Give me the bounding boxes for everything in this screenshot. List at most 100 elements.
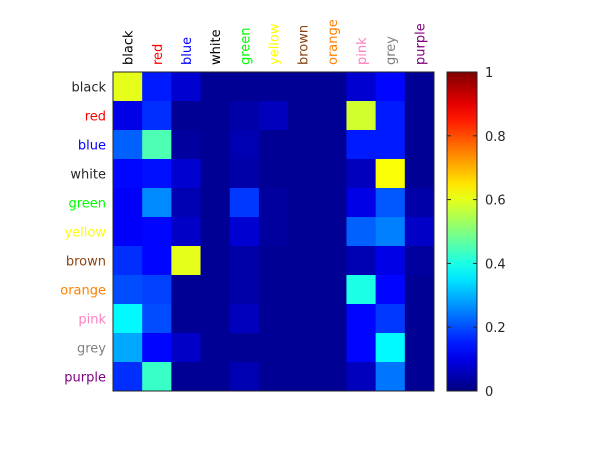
heatmap-cell-red-green: [229, 101, 260, 131]
heatmap-cell-black-blue: [171, 72, 202, 102]
heatmap-cell-orange-grey: [375, 275, 406, 305]
heatmap-cell-orange-white: [200, 275, 231, 305]
heatmap-cell-orange-blue: [171, 275, 202, 305]
heatmap-cell-brown-purple: [404, 246, 435, 276]
heatmap-cell-green-white: [200, 188, 231, 218]
heatmap-cell-yellow-green: [229, 217, 260, 247]
heatmap-cell-black-white: [200, 72, 231, 102]
heatmap-cell-grey-blue: [171, 333, 202, 363]
heatmap-cell-purple-green: [229, 362, 260, 392]
x-tick-label-black: black: [122, 30, 137, 65]
heatmap-cell-brown-yellow: [258, 246, 289, 276]
heatmap-cell-pink-white: [200, 304, 231, 334]
heatmap-cell-yellow-blue: [171, 217, 202, 247]
heatmap-cell-grey-pink: [346, 333, 377, 363]
heatmap-cell-yellow-yellow: [258, 217, 289, 247]
heatmap-cell-black-brown: [288, 72, 318, 102]
heatmap-cell-blue-purple: [404, 130, 435, 160]
heatmap-cell-white-black: [113, 159, 143, 189]
heatmap-cell-blue-grey: [375, 130, 406, 160]
heatmap-cell-yellow-purple: [404, 217, 435, 247]
heatmap-cell-black-pink: [346, 72, 377, 102]
heatmap-cell-purple-red: [142, 362, 172, 392]
x-tick-label-green: green: [238, 27, 253, 65]
heatmap-cell-purple-white: [200, 362, 231, 392]
heatmap-cell-grey-black: [113, 333, 143, 363]
plot-border: [112, 71, 435, 392]
heatmap-cell-red-purple: [404, 101, 435, 131]
heatmap-cell-pink-red: [142, 304, 172, 334]
y-tick-label-red: red: [85, 110, 106, 125]
heatmap-cell-orange-black: [113, 275, 143, 305]
x-tick-label-orange: orange: [326, 19, 341, 65]
colorbar-tick-label: 0.4: [485, 257, 506, 272]
colorbar: [446, 71, 478, 392]
heatmap-cell-orange-yellow: [258, 275, 289, 305]
heatmap-cell-black-red: [142, 72, 172, 102]
heatmap-cell-red-yellow: [258, 101, 289, 131]
heatmap-cell-green-red: [142, 188, 172, 218]
heatmap-cell-blue-black: [113, 130, 143, 160]
heatmap-cell-brown-red: [142, 246, 172, 276]
heatmap-cell-grey-brown: [288, 333, 318, 363]
heatmap-cell-white-blue: [171, 159, 202, 189]
heatmap-cell-white-yellow: [258, 159, 289, 189]
heatmap-cell-pink-purple: [404, 304, 435, 334]
y-tick-label-black: black: [71, 81, 106, 96]
heatmap-cell-blue-green: [229, 130, 260, 160]
colorbar-tick-label: 0.8: [485, 130, 506, 145]
x-tick-label-pink: pink: [355, 37, 370, 65]
heatmap-cell-grey-white: [200, 333, 231, 363]
heatmap-cell-yellow-grey: [375, 217, 406, 247]
y-tick-label-grey: grey: [77, 342, 106, 357]
heatmap-cell-white-red: [142, 159, 172, 189]
x-tick-label-brown: brown: [297, 25, 312, 65]
heatmap-cell-pink-pink: [346, 304, 377, 334]
heatmap-cell-red-pink: [346, 101, 377, 131]
heatmap-cell-green-green: [229, 188, 260, 218]
colorbar-tick-label: 1: [485, 66, 493, 81]
heatmap-cell-orange-pink: [346, 275, 377, 305]
y-tick-label-orange: orange: [60, 284, 106, 299]
heatmap-cell-green-pink: [346, 188, 377, 218]
heatmap-cell-grey-red: [142, 333, 172, 363]
heatmap-cell-green-blue: [171, 188, 202, 218]
colorbar-tick-label: 0.2: [485, 321, 506, 336]
heatmap-cell-green-yellow: [258, 188, 289, 218]
heatmap-cell-brown-white: [200, 246, 231, 276]
y-tick-label-purple: purple: [64, 371, 106, 386]
heatmap-cell-grey-yellow: [258, 333, 289, 363]
x-tick-label-grey: grey: [384, 36, 399, 65]
heatmap-cell-purple-blue: [171, 362, 202, 392]
heatmap-cell-blue-pink: [346, 130, 377, 160]
heatmap-cell-yellow-orange: [317, 217, 347, 247]
heatmap-cell-orange-orange: [317, 275, 347, 305]
heatmap-cell-purple-grey: [375, 362, 406, 392]
heatmap-cell-blue-yellow: [258, 130, 289, 160]
x-tick-label-purple: purple: [413, 23, 428, 65]
heatmap-cell-green-purple: [404, 188, 435, 218]
heatmap-cell-blue-brown: [288, 130, 318, 160]
heatmap-cell-pink-brown: [288, 304, 318, 334]
heatmap-cell-brown-grey: [375, 246, 406, 276]
heatmap-cells: [113, 72, 435, 392]
heatmap-cell-blue-red: [142, 130, 172, 160]
colorbar-ticks: 0 0.2 0.4 0.6 0.8 1: [447, 66, 506, 400]
heatmap-cell-black-green: [229, 72, 260, 102]
heatmap-cell-green-grey: [375, 188, 406, 218]
heatmap-cell-black-orange: [317, 72, 347, 102]
heatmap-cell-purple-brown: [288, 362, 318, 392]
heatmap-cell-blue-blue: [171, 130, 202, 160]
y-tick-label-yellow: yellow: [64, 226, 106, 241]
heatmap-cell-pink-orange: [317, 304, 347, 334]
heatmap-cell-orange-purple: [404, 275, 435, 305]
heatmap-cell-purple-pink: [346, 362, 377, 392]
heatmap-cell-yellow-black: [113, 217, 143, 247]
heatmap-cell-yellow-pink: [346, 217, 377, 247]
x-tick-label-white: white: [209, 29, 224, 65]
heatmap-cell-white-brown: [288, 159, 318, 189]
heatmap-cell-red-black: [113, 101, 143, 131]
heatmap-cell-red-white: [200, 101, 231, 131]
y-tick-label-white: white: [70, 168, 106, 183]
heatmap-cell-yellow-white: [200, 217, 231, 247]
